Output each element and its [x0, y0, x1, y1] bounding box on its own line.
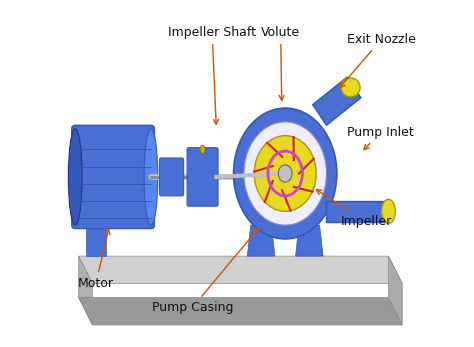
- Polygon shape: [85, 225, 106, 256]
- Text: Impeller: Impeller: [316, 189, 392, 228]
- FancyBboxPatch shape: [72, 125, 155, 229]
- Polygon shape: [295, 225, 323, 256]
- FancyBboxPatch shape: [160, 158, 183, 196]
- Ellipse shape: [341, 78, 360, 97]
- Polygon shape: [389, 256, 402, 325]
- Ellipse shape: [144, 129, 158, 225]
- Polygon shape: [79, 256, 92, 325]
- Polygon shape: [79, 297, 402, 325]
- Ellipse shape: [200, 145, 205, 154]
- Text: Exit Nozzle: Exit Nozzle: [340, 33, 416, 87]
- Polygon shape: [247, 225, 275, 256]
- Ellipse shape: [382, 199, 395, 223]
- Polygon shape: [313, 77, 361, 125]
- Text: Motor: Motor: [78, 229, 114, 290]
- Polygon shape: [79, 256, 402, 283]
- Ellipse shape: [254, 136, 316, 211]
- Ellipse shape: [68, 129, 82, 225]
- Ellipse shape: [278, 165, 292, 182]
- Text: Pump Casing: Pump Casing: [152, 228, 258, 314]
- Ellipse shape: [244, 122, 327, 225]
- Text: Pump Inlet: Pump Inlet: [347, 126, 414, 150]
- Text: Volute: Volute: [261, 26, 300, 100]
- Polygon shape: [327, 201, 389, 222]
- Text: Impeller Shaft: Impeller Shaft: [168, 26, 256, 125]
- FancyBboxPatch shape: [187, 148, 218, 206]
- Ellipse shape: [234, 108, 337, 239]
